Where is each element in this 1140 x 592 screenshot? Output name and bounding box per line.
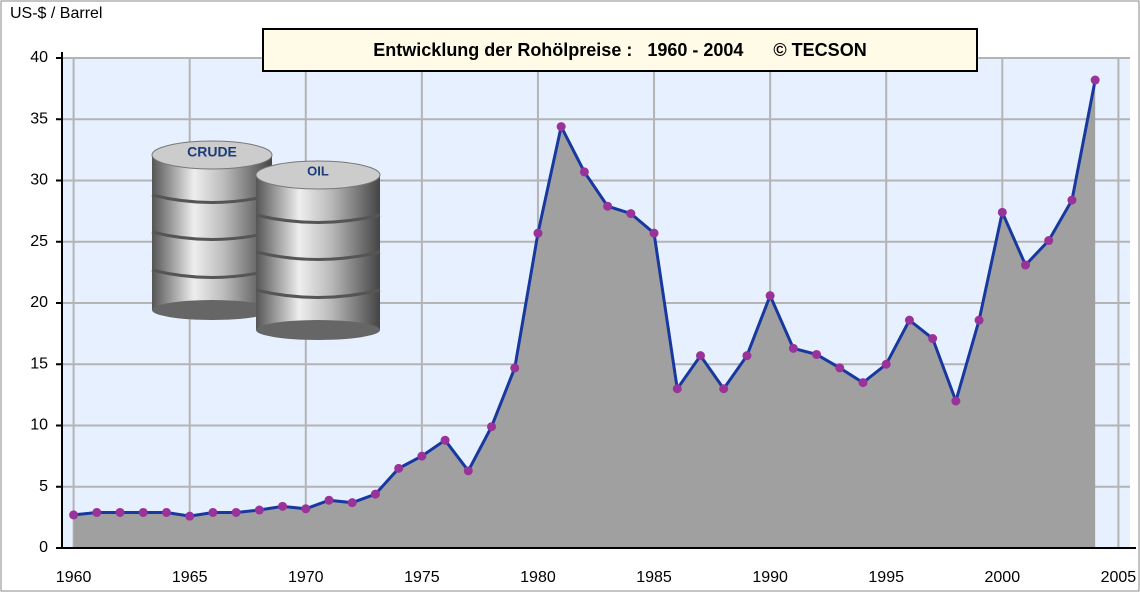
point xyxy=(580,167,589,176)
x-tick-label: 1965 xyxy=(172,569,208,586)
point xyxy=(92,508,101,517)
y-axis-label: US-$ / Barrel xyxy=(10,5,102,22)
y-tick-label: 15 xyxy=(30,355,48,372)
y-tick-label: 0 xyxy=(39,539,48,556)
point xyxy=(626,209,635,218)
point xyxy=(673,384,682,393)
point xyxy=(905,316,914,325)
point xyxy=(232,508,241,517)
point xyxy=(719,384,728,393)
y-tick-label: 25 xyxy=(30,233,48,250)
point xyxy=(464,466,473,475)
point xyxy=(766,291,775,300)
y-tick-label: 40 xyxy=(30,49,48,66)
point xyxy=(533,229,542,238)
point xyxy=(208,508,217,517)
chart-title: Entwicklung der Rohölpreise : 1960 - 200… xyxy=(373,40,866,60)
x-tick-label: 1995 xyxy=(868,569,904,586)
point xyxy=(557,122,566,131)
y-tick-label: 5 xyxy=(39,478,48,495)
point xyxy=(116,508,125,517)
point xyxy=(394,464,403,473)
y-tick-label: 30 xyxy=(30,172,48,189)
point xyxy=(835,363,844,372)
x-tick-label: 1970 xyxy=(288,569,324,586)
point xyxy=(278,502,287,511)
point xyxy=(696,351,705,360)
point xyxy=(1021,261,1030,270)
point xyxy=(301,504,310,513)
x-tick-label: 2000 xyxy=(985,569,1021,586)
point xyxy=(951,397,960,406)
point xyxy=(975,316,984,325)
chart: CRUDE OIL US-$ / Barrel Entwicklung der … xyxy=(0,0,1140,592)
y-tick-label: 20 xyxy=(30,294,48,311)
point xyxy=(510,363,519,372)
point xyxy=(928,334,937,343)
y-tick-label: 35 xyxy=(30,110,48,127)
point xyxy=(789,344,798,353)
point xyxy=(255,506,264,515)
x-tick-label: 1975 xyxy=(404,569,440,586)
point xyxy=(417,452,426,461)
point xyxy=(371,490,380,499)
point xyxy=(650,229,659,238)
point xyxy=(162,508,171,517)
point xyxy=(742,351,751,360)
point xyxy=(139,508,148,517)
x-tick-label: 1960 xyxy=(56,569,92,586)
x-tick-label: 1985 xyxy=(636,569,672,586)
point xyxy=(998,208,1007,217)
point xyxy=(812,350,821,359)
x-tick-label: 1990 xyxy=(752,569,788,586)
point xyxy=(441,436,450,445)
point xyxy=(348,498,357,507)
image-label: CRUDE xyxy=(187,144,237,160)
point xyxy=(1067,196,1076,205)
point xyxy=(882,360,891,369)
point xyxy=(859,378,868,387)
point xyxy=(69,510,78,519)
point xyxy=(325,496,334,505)
x-tick-label: 1980 xyxy=(520,569,556,586)
point xyxy=(1091,76,1100,85)
point xyxy=(1044,236,1053,245)
point xyxy=(185,512,194,521)
point xyxy=(487,422,496,431)
barrel-image: CRUDE OIL xyxy=(152,141,380,340)
point xyxy=(603,202,612,211)
x-tick-label: 2005 xyxy=(1101,569,1137,586)
y-tick-label: 10 xyxy=(30,417,48,434)
image-label: OIL xyxy=(307,163,329,178)
